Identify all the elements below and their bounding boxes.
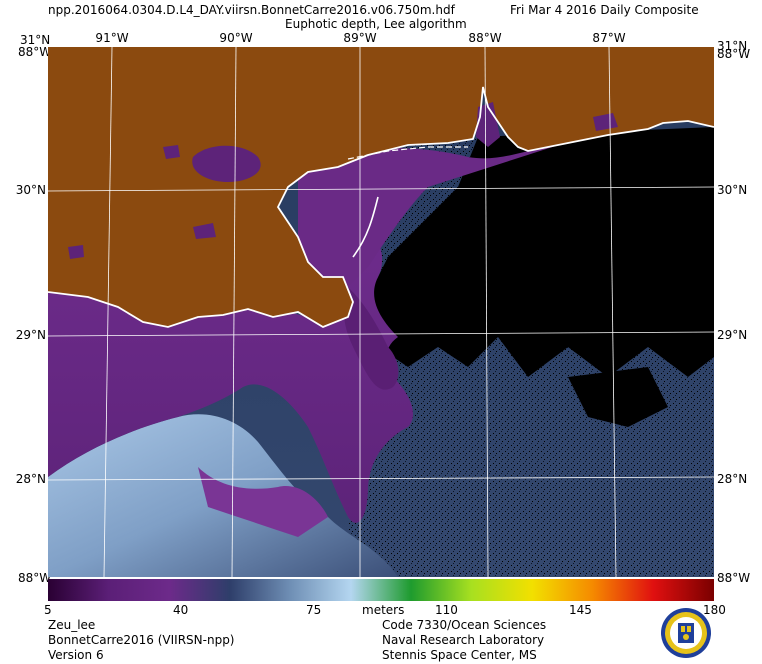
land bbox=[48, 47, 714, 327]
lon-label-88w: 88°W bbox=[468, 31, 502, 45]
colorbar-unit: meters bbox=[362, 603, 405, 617]
colorbar-tick-110: 110 bbox=[435, 603, 458, 617]
lat-label-28n-left: 28°N bbox=[15, 472, 46, 486]
version-label: Version 6 bbox=[48, 648, 104, 662]
colorbar bbox=[48, 579, 714, 601]
cloud-nodata-2 bbox=[568, 367, 668, 427]
lake-small-1 bbox=[163, 145, 180, 159]
lon-label-87w: 87°W bbox=[592, 31, 626, 45]
chandeleur-islands bbox=[352, 196, 379, 258]
corner-label-bottom-right: 88°W bbox=[717, 571, 751, 585]
river-plume bbox=[343, 287, 399, 390]
corner-label-top-right-lon: 88°W bbox=[717, 47, 751, 61]
lat-label-30n-right: 30°N bbox=[717, 183, 748, 197]
lon-label-89w: 89°W bbox=[343, 31, 377, 45]
composite-date: Fri Mar 4 2016 Daily Composite bbox=[510, 3, 699, 17]
org-code: Code 7330/Ocean Sciences bbox=[382, 618, 547, 632]
colorbar-tick-180: 180 bbox=[703, 603, 726, 617]
graticule bbox=[48, 47, 714, 577]
turbid-nearshore bbox=[298, 142, 568, 297]
euphotic-depth-map bbox=[48, 47, 714, 577]
barrier-islands bbox=[347, 146, 468, 160]
cloud-nodata bbox=[368, 127, 714, 377]
colorbar-tick-40: 40 bbox=[173, 603, 189, 617]
corner-label-top-left-lat: 31°N bbox=[20, 33, 51, 47]
org-name: Naval Research Laboratory bbox=[382, 633, 545, 647]
purple-plume-sw bbox=[198, 467, 328, 537]
corner-label-top-left-lon: 88°W bbox=[18, 45, 52, 59]
lake-small-2 bbox=[193, 223, 216, 239]
lon-label-91w: 91°W bbox=[95, 31, 129, 45]
lake-small-3 bbox=[68, 245, 84, 259]
corner-label-bottom-left: 88°W bbox=[18, 571, 52, 585]
nrl-seal-icon bbox=[661, 608, 711, 658]
lat-label-29n-left: 29°N bbox=[15, 328, 46, 342]
pensacola-bay bbox=[593, 113, 618, 131]
colorbar-tick-75: 75 bbox=[306, 603, 322, 617]
lat-label-29n-right: 29°N bbox=[717, 328, 748, 342]
lon-label-90w: 90°W bbox=[219, 31, 253, 45]
dataset-name: BonnetCarre2016 (VIIRSN-npp) bbox=[48, 633, 235, 647]
file-name: npp.2016064.0304.D.L4_DAY.viirsn.BonnetC… bbox=[48, 3, 455, 17]
product-code: Zeu_lee bbox=[48, 618, 96, 632]
corner-label-top-right-lat: 31°N bbox=[717, 39, 748, 53]
lake-pontchartrain bbox=[192, 145, 261, 182]
org-location: Stennis Space Center, MS bbox=[382, 648, 537, 662]
coastline bbox=[48, 86, 714, 329]
colorbar-tick-145: 145 bbox=[569, 603, 592, 617]
colorbar-tick-5: 5 bbox=[44, 603, 52, 617]
lat-label-28n-right: 28°N bbox=[717, 472, 748, 486]
product-title: Euphotic depth, Lee algorithm bbox=[285, 17, 467, 31]
lat-label-30n-left: 30°N bbox=[15, 183, 46, 197]
mobile-bay bbox=[476, 102, 500, 147]
